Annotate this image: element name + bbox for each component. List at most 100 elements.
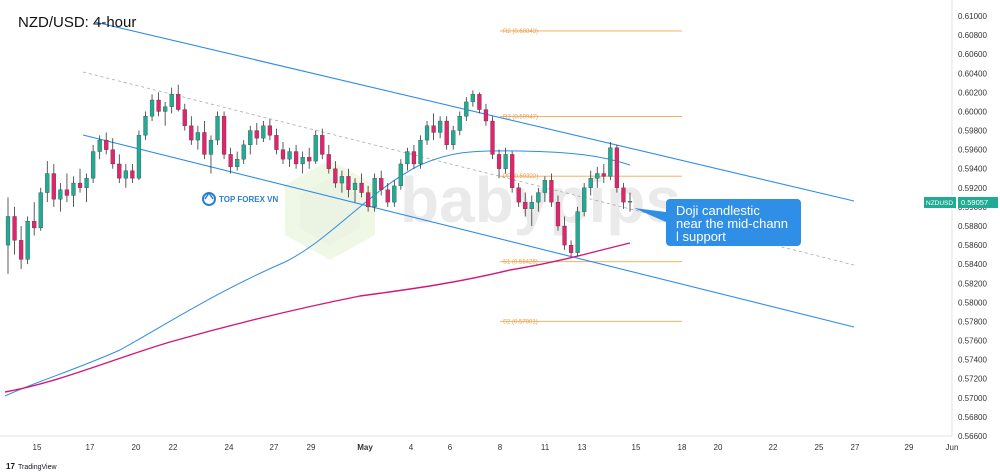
price-tick-label: 0.60200: [958, 88, 987, 97]
candle-body: [51, 173, 56, 200]
candle-body: [104, 139, 109, 150]
symbol-tag: NZDUSD: [926, 200, 953, 207]
candle-body: [411, 151, 417, 165]
time-tick-label: 20: [132, 443, 141, 452]
callout-line-3: l support: [676, 229, 726, 244]
price-tick-label: 0.59200: [958, 184, 987, 193]
candle-body: [621, 187, 626, 203]
upper-channel-line: [94, 21, 855, 202]
candle-body: [379, 178, 384, 190]
candle-body: [221, 116, 227, 155]
time-tick-label: 13: [578, 443, 587, 452]
candle-body: [516, 187, 521, 203]
candle-body: [529, 201, 534, 209]
candle-body: [542, 180, 547, 193]
candle-body: [156, 99, 161, 112]
candle-body: [117, 163, 122, 179]
time-tick-label: May: [357, 443, 373, 452]
tradingview-label: TradingView: [18, 464, 57, 471]
candle-body: [12, 216, 17, 241]
time-tick-label: 29: [307, 443, 316, 452]
price-tick-label: 0.59800: [958, 127, 987, 136]
candle-body: [38, 192, 43, 229]
candle-body: [45, 173, 50, 193]
price-tick-label: 0.60000: [958, 107, 987, 116]
time-tick-label: 20: [714, 443, 723, 452]
candle-body: [254, 130, 259, 139]
price-tick-label: 0.58000: [958, 298, 987, 307]
candle-body: [169, 94, 174, 107]
price-tick-label: 0.59600: [958, 146, 987, 155]
candle-body: [398, 163, 403, 187]
candle-body: [438, 120, 443, 133]
time-tick-label: 18: [678, 443, 687, 452]
time-tick-label: 29: [905, 443, 914, 452]
time-tick-label: 27: [851, 443, 860, 452]
candle-body: [490, 120, 495, 155]
time-tick-label: 25: [815, 443, 824, 452]
candle-body: [627, 201, 633, 203]
candle-body: [346, 176, 351, 190]
time-tick-label: 22: [769, 443, 778, 452]
time-tick-label: 17: [86, 443, 95, 452]
candle-body: [496, 154, 502, 169]
candle-body: [352, 182, 358, 190]
candle-body: [392, 185, 397, 203]
candle-body: [215, 116, 220, 141]
candle-body: [477, 94, 482, 110]
babypips-watermark: [285, 160, 375, 260]
candle-body: [372, 178, 377, 208]
chart-title: NZD/USD: 4-hour: [18, 14, 136, 31]
candle-body: [143, 116, 148, 136]
candle-body: [320, 135, 325, 155]
candle-body: [261, 125, 266, 139]
candle-body: [575, 211, 580, 253]
candle-body: [503, 154, 508, 169]
candle-body: [431, 125, 436, 133]
candle-body: [267, 125, 273, 136]
top-forex-vn-logo: TOP FOREX VN: [202, 191, 278, 206]
candle-body: [549, 180, 554, 203]
candle-body: [235, 159, 240, 167]
candle-body: [365, 192, 371, 208]
candle-body: [149, 99, 155, 117]
candle-body: [307, 157, 312, 162]
candle-body: [58, 189, 63, 200]
candle-body: [202, 132, 207, 155]
candle-body: [123, 170, 128, 179]
candle-body: [25, 221, 30, 260]
candle-body: [18, 240, 24, 260]
price-tick-label: 0.57400: [958, 356, 987, 365]
babypips-watermark-text: babypips: [400, 164, 681, 236]
price-tick-label: 0.57000: [958, 394, 987, 403]
tradingview-footer: 17 TradingView: [6, 462, 57, 471]
lower-channel-line: [82, 134, 855, 328]
price-tick-label: 0.58600: [958, 241, 987, 250]
candle-body: [300, 157, 305, 165]
candle-body: [91, 151, 96, 179]
last-price-value: 0.59057: [961, 198, 988, 207]
candle-body: [457, 116, 462, 131]
candle-body: [326, 154, 331, 169]
price-tick-label: 0.57800: [958, 317, 987, 326]
time-tick-label: 11: [541, 443, 550, 452]
candle-body: [614, 147, 620, 188]
candle-body: [241, 144, 246, 160]
candle-body: [248, 130, 253, 146]
candle-body: [136, 135, 142, 179]
candle-body: [464, 101, 469, 117]
top-forex-vn-text: TOP FOREX VN: [219, 195, 278, 204]
pivot-label: R2 (0.60843): [503, 29, 538, 35]
candle-body: [84, 178, 89, 188]
tradingview-logo-icon: 17: [6, 462, 15, 471]
price-tick-label: 0.56600: [958, 432, 987, 441]
candle-body: [595, 173, 600, 179]
callout-line-2: near the mid-chann: [676, 216, 788, 231]
candle-body: [189, 125, 194, 141]
candle-body: [313, 135, 318, 162]
price-tick-label: 0.58200: [958, 279, 987, 288]
price-tick-label: 0.56800: [958, 413, 987, 422]
time-tick-label: Jun: [946, 443, 959, 452]
time-tick-label: 6: [448, 443, 453, 452]
